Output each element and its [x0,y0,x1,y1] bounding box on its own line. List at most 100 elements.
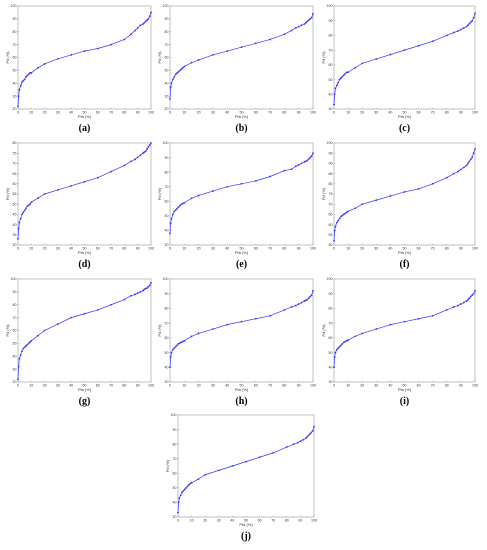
axes-box [169,5,314,110]
roc-curve [169,13,314,99]
data-point [272,451,275,454]
data-point [21,213,23,216]
data-point [22,347,25,350]
data-point [169,366,171,369]
data-point [143,288,146,291]
data-point [375,58,378,60]
x-tick-label: 40 [225,384,229,388]
y-axis-label: Pd (%) [321,187,326,200]
data-point [296,441,299,444]
data-point [306,298,309,301]
data-point [181,491,183,494]
y-tick-label: 80 [13,303,17,307]
data-point [148,15,151,18]
panel-caption: (j) [241,531,251,542]
data-point [460,303,462,305]
data-point [170,82,173,85]
data-point [37,197,39,199]
data-point [307,297,310,300]
data-point [37,66,39,69]
y-tick-label: 30 [13,367,17,371]
y-tick-label: 30 [13,94,17,98]
data-point [240,182,243,185]
x-tick-label: 100 [472,384,478,388]
data-point [338,345,341,348]
x-tick-label: 100 [472,111,478,115]
x-tick-label: 20 [360,384,364,388]
y-tick-label: 100 [163,4,169,8]
data-point [240,46,243,49]
y-tick-label: 40 [329,92,333,96]
data-point [142,152,144,155]
y-tick-label: 90 [329,19,333,23]
data-point [347,210,349,213]
data-point [179,494,182,497]
y-tick-label: 35 [13,233,17,237]
data-point [183,65,186,68]
data-point [181,340,184,343]
roc-curve [169,290,314,368]
x-tick-label: 90 [459,247,463,251]
data-point [347,339,349,341]
x-tick-label: 30 [374,247,378,251]
data-point [417,317,420,320]
x-tick-label: 90 [136,247,140,251]
x-tick-label: 20 [360,111,364,115]
data-point [333,229,336,232]
data-point [231,465,234,467]
data-point [337,219,340,222]
x-tick-label: 80 [282,111,286,115]
data-point [177,206,180,209]
data-point [134,29,136,32]
roc-curve [169,153,314,234]
x-tick-label: 90 [297,111,301,115]
data-point [333,356,336,358]
y-tick-label: 80 [165,170,169,174]
data-point [333,240,335,242]
data-point [139,24,142,27]
x-axis-label: Pfa (%) [398,114,412,119]
data-point [136,156,139,159]
data-point [290,29,293,32]
data-point [417,188,420,190]
data-point [307,158,310,160]
x-tick-label: 20 [43,247,47,251]
data-point [342,74,345,77]
axes-box [17,278,152,383]
data-point [269,38,271,41]
x-tick-label: 100 [148,247,154,251]
x-tick-label: 80 [122,111,126,115]
x-tick-label: 10 [346,384,350,388]
data-point [171,348,174,351]
data-point [134,293,136,296]
data-point [311,430,314,432]
y-tick-label: 80 [173,442,177,446]
y-tick-label: 100 [327,4,333,8]
data-point [190,197,193,200]
data-point [310,155,313,158]
data-point [445,34,448,37]
x-tick-label: 90 [297,384,301,388]
data-point [307,434,310,437]
axes-box [333,278,476,383]
x-tick-label: 70 [431,384,435,388]
data-point [465,164,468,167]
y-tick-label: 40 [173,501,177,505]
x-tick-label: 20 [43,111,47,115]
data-point [150,281,152,284]
x-tick-label: 50 [240,384,244,388]
data-point [169,86,172,89]
x-tick-label: 50 [83,247,87,251]
data-point [179,204,181,207]
data-point [147,146,150,148]
data-point [143,21,146,24]
x-tick-label: 10 [182,247,186,251]
y-tick-label: 40 [13,223,17,227]
x-tick-label: 60 [254,247,258,251]
y-tick-label: 80 [165,307,169,311]
y-tick-label: 60 [329,336,333,340]
x-tick-label: 70 [109,111,113,115]
x-tick-label: 30 [56,247,60,251]
x-tick-label: 0 [333,247,335,251]
